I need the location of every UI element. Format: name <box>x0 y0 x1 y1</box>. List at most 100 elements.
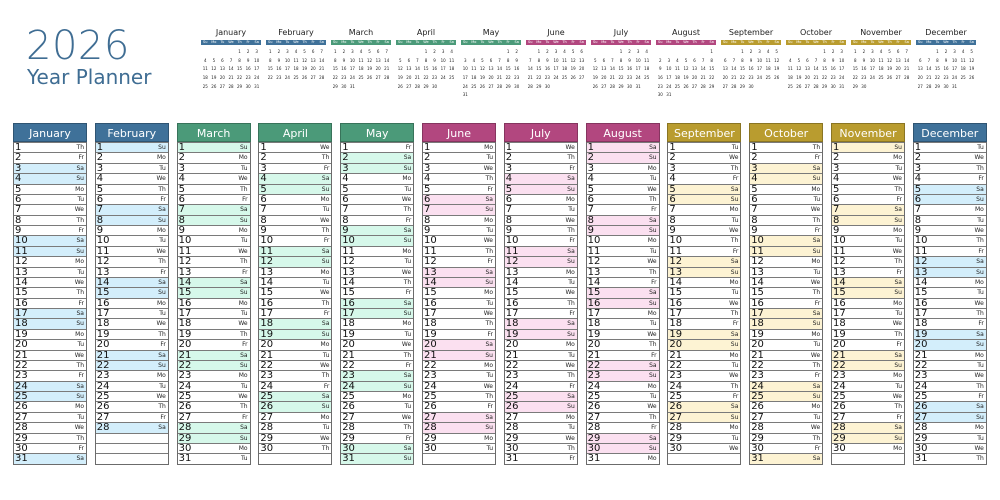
day-row[interactable]: 14 Sa <box>177 276 250 288</box>
mini-date[interactable]: 7 <box>229 57 233 63</box>
day-row[interactable]: 8 We <box>259 214 332 226</box>
mini-date[interactable]: 23 <box>341 75 347 81</box>
mini-date[interactable]: 11 <box>878 57 884 63</box>
mini-date[interactable]: 16 <box>627 66 633 72</box>
day-row[interactable]: 6 Tu <box>750 193 823 205</box>
mini-date[interactable]: 13 <box>579 57 585 63</box>
mini-date[interactable]: 14 <box>904 57 910 63</box>
day-row[interactable]: 12 Su <box>504 256 577 267</box>
mini-date[interactable]: 30 <box>341 83 347 89</box>
mini-date[interactable]: 20 <box>310 66 316 72</box>
day-row[interactable]: 18 Su <box>750 318 823 329</box>
mini-date[interactable]: 24 <box>284 75 290 81</box>
day-row[interactable]: 25 Th <box>423 391 495 402</box>
day-row[interactable]: 29 Su <box>177 432 250 444</box>
mini-date[interactable]: 14 <box>384 57 390 63</box>
mini-date[interactable]: 22 <box>332 75 338 81</box>
mini-date[interactable]: 21 <box>926 75 932 81</box>
day-row[interactable]: 9 Fr <box>750 225 823 236</box>
mini-date[interactable]: 15 <box>237 66 243 72</box>
day-row[interactable]: 16 We <box>668 297 741 309</box>
day-row[interactable]: 26 Su <box>504 401 577 412</box>
day-row[interactable]: 12 Tu <box>341 256 414 267</box>
mini-date[interactable]: 11 <box>449 57 455 63</box>
day-row[interactable]: 8 Mo <box>423 214 495 226</box>
day-row[interactable]: 19 Th <box>832 328 904 340</box>
mini-date[interactable]: 1 <box>936 49 939 54</box>
mini-date[interactable]: 1 <box>537 49 541 54</box>
mini-date[interactable]: 12 <box>570 57 576 63</box>
mini-date[interactable]: 21 <box>700 75 706 81</box>
day-row[interactable]: 28 Sa <box>177 422 250 433</box>
day-row[interactable]: 11 Mo <box>341 245 414 257</box>
mini-date[interactable]: 3 <box>554 49 558 54</box>
day-row[interactable]: 17 Th <box>913 308 986 319</box>
mini-date[interactable]: 5 <box>775 49 778 54</box>
day-row[interactable]: 10 Tu <box>177 235 250 246</box>
day-row[interactable]: 23 Fr <box>14 370 86 381</box>
mini-date[interactable]: 12 <box>887 57 893 63</box>
day-row[interactable]: 17 Su <box>341 308 414 319</box>
mini-date[interactable]: 4 <box>645 49 648 54</box>
mini-date[interactable]: 17 <box>869 66 875 72</box>
mini-date[interactable]: 26 <box>570 75 576 81</box>
mini-date[interactable]: 20 <box>488 75 494 81</box>
day-row[interactable]: 20 Tu <box>750 339 823 350</box>
mini-date[interactable]: 16 <box>544 66 550 72</box>
mini-date[interactable]: 8 <box>823 57 826 63</box>
mini-date[interactable]: 27 <box>692 83 698 89</box>
day-row[interactable]: 8 Su <box>832 214 904 226</box>
mini-date[interactable]: 21 <box>609 75 615 81</box>
day-row[interactable]: 31 Tu <box>177 453 250 464</box>
day-row[interactable]: 25 Sa <box>504 391 577 402</box>
mini-date[interactable]: 6 <box>221 57 224 63</box>
day-row[interactable]: 20 Sa <box>423 339 495 350</box>
day-row[interactable]: 6 Sa <box>423 193 495 205</box>
day-row[interactable]: 9 Th <box>259 225 332 236</box>
day-row[interactable]: 27 Tu <box>14 411 86 423</box>
mini-date[interactable]: 25 <box>644 75 650 81</box>
mini-date[interactable]: 3 <box>953 49 956 54</box>
mini-date[interactable]: 18 <box>562 66 568 72</box>
mini-date[interactable]: 18 <box>644 66 650 72</box>
mini-date[interactable]: 16 <box>657 75 663 81</box>
day-row[interactable]: 4 Mo <box>341 173 414 184</box>
mini-date[interactable]: 10 <box>666 66 672 72</box>
day-row[interactable]: 22 We <box>504 359 577 371</box>
mini-date[interactable]: 25 <box>471 83 477 89</box>
day-row[interactable]: 12 Th <box>177 256 250 267</box>
mini-date[interactable]: 5 <box>684 57 688 63</box>
mini-date[interactable]: 8 <box>506 57 510 63</box>
day-row[interactable]: 13 We <box>341 266 414 278</box>
day-row[interactable]: 3 Fr <box>259 162 332 174</box>
day-row[interactable]: 1 Tu <box>668 142 741 153</box>
day-row[interactable]: 17 Sa <box>14 308 86 319</box>
mini-date[interactable]: 8 <box>619 57 623 63</box>
mini-date[interactable]: 13 <box>895 57 901 63</box>
mini-date[interactable]: 30 <box>748 83 754 89</box>
day-row[interactable]: 4 We <box>177 173 250 184</box>
empty-day-row[interactable] <box>95 442 168 454</box>
day-row[interactable]: 6 Th <box>586 193 659 205</box>
mini-date[interactable]: 26 <box>211 83 217 89</box>
day-row[interactable]: 26 Sa <box>913 401 986 412</box>
mini-date[interactable]: 13 <box>310 57 316 63</box>
day-row[interactable]: 3 We <box>423 162 495 174</box>
day-row[interactable]: 3 Sa <box>14 162 86 174</box>
day-row[interactable]: 23 We <box>668 370 741 381</box>
mini-date[interactable]: 28 <box>926 83 932 89</box>
day-row[interactable]: 4 Tu <box>586 173 659 184</box>
mini-date[interactable]: 8 <box>269 57 272 63</box>
day-row[interactable]: 20 Mo <box>259 339 332 350</box>
day-row[interactable]: 4 Th <box>423 173 495 184</box>
mini-date[interactable]: 16 <box>748 66 754 72</box>
mini-date[interactable]: 5 <box>571 49 575 54</box>
day-row[interactable]: 25 Mo <box>341 391 414 402</box>
day-row[interactable]: 16 Su <box>586 297 659 309</box>
day-row[interactable]: 21 Mo <box>668 349 741 361</box>
mini-date[interactable]: 6 <box>724 57 727 63</box>
mini-date[interactable]: 15 <box>709 66 715 72</box>
mini-date[interactable]: 21 <box>527 75 533 81</box>
mini-date[interactable]: 10 <box>952 57 958 63</box>
day-row[interactable]: 27 Su <box>668 411 741 423</box>
